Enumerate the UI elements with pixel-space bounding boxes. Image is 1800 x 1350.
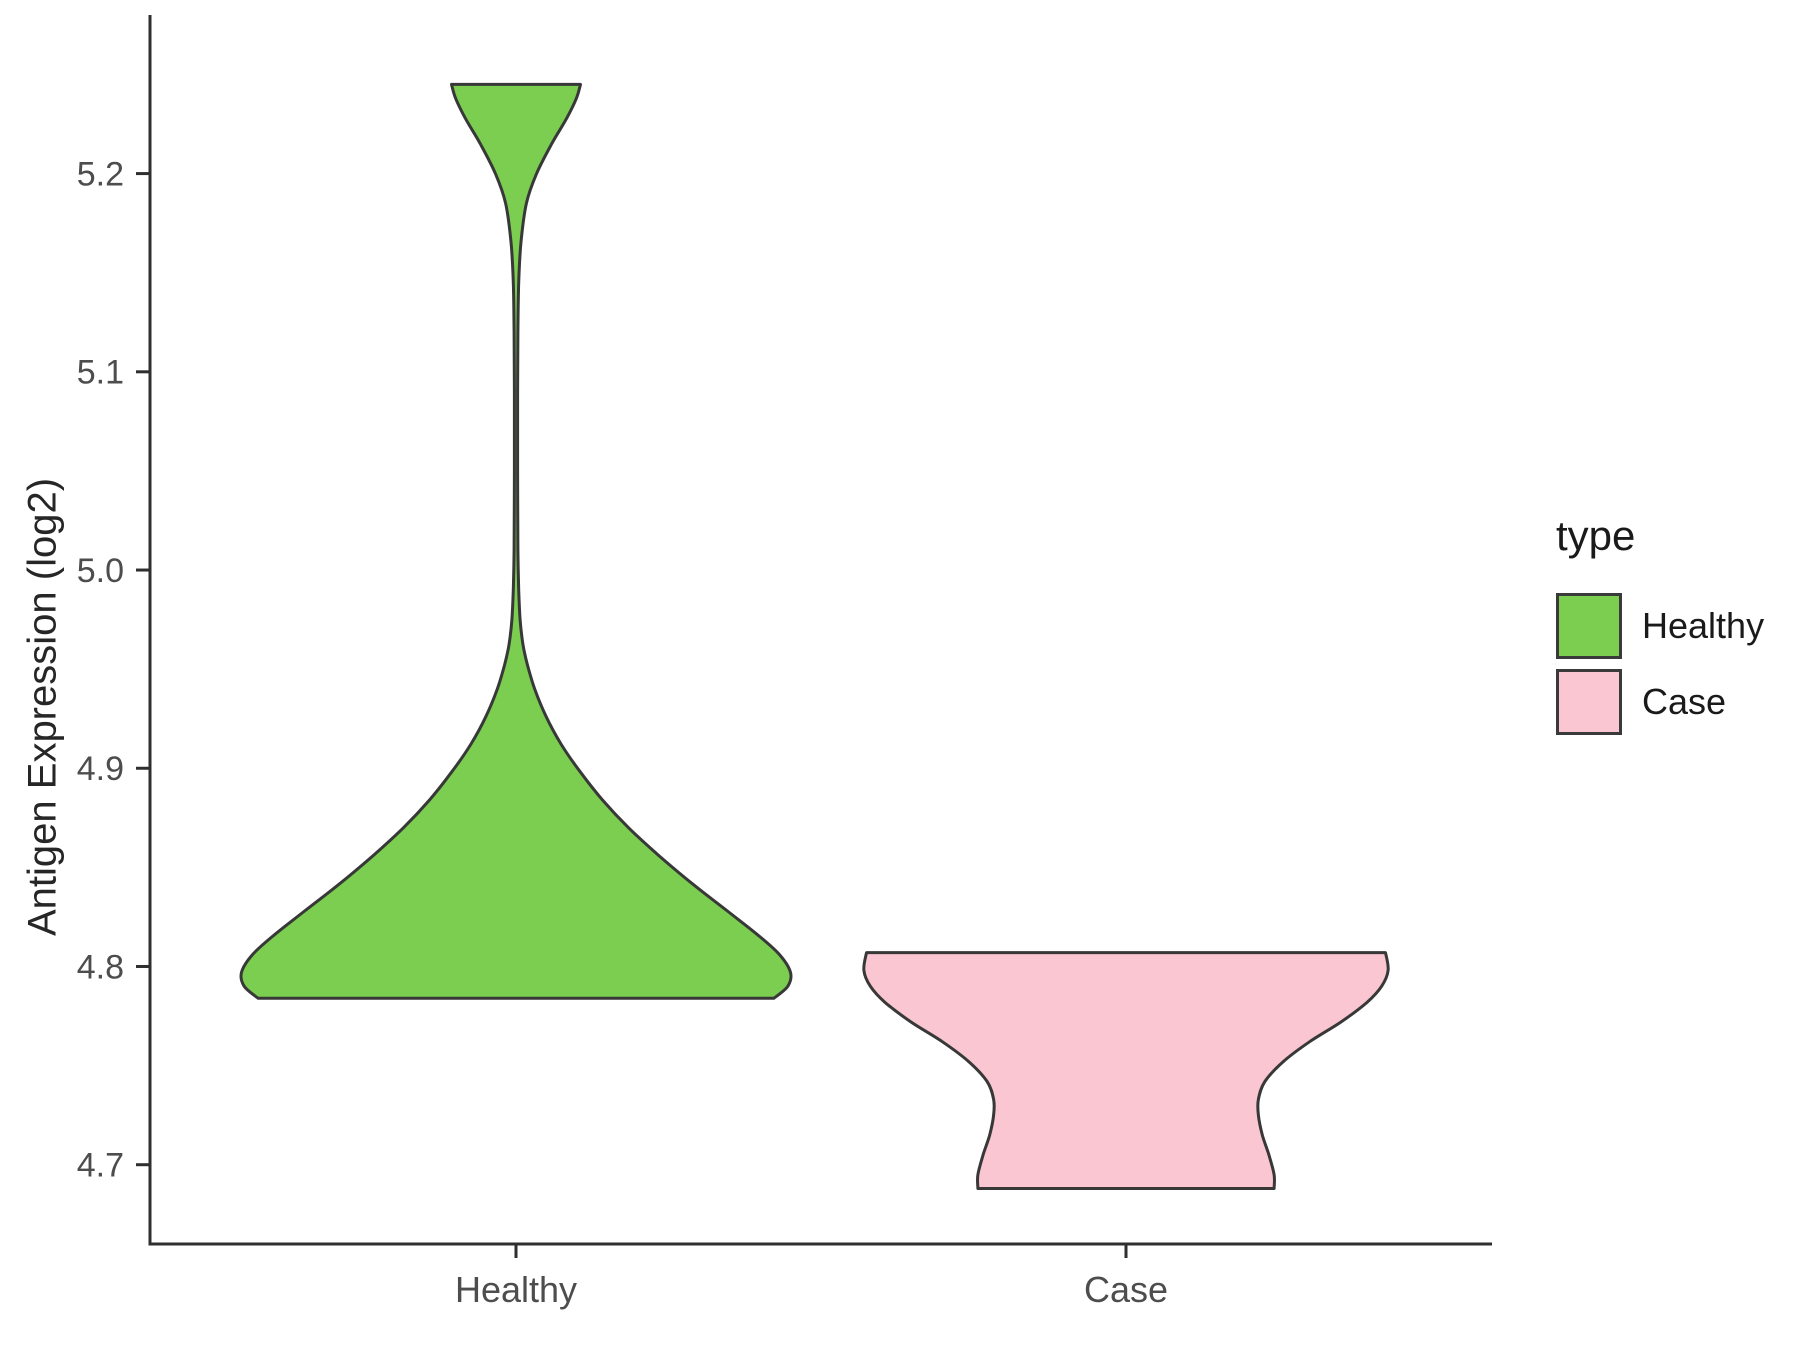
legend-title: type	[1556, 512, 1636, 559]
legend: type Healthy Case	[1556, 512, 1764, 740]
legend-item-case: Case	[1556, 664, 1764, 740]
y-tick-label: 4.9	[77, 750, 124, 788]
y-tick-label: 5.1	[77, 354, 124, 392]
y-tick-label: 5.2	[77, 155, 124, 193]
legend-label-healthy: Healthy	[1642, 605, 1765, 646]
x-category-label: Case	[1084, 1269, 1168, 1310]
legend-key-healthy-swatch	[1556, 593, 1622, 659]
x-category-label: Healthy	[455, 1269, 577, 1310]
legend-key-case-swatch	[1556, 669, 1622, 735]
y-tick-label: 4.7	[77, 1147, 124, 1185]
y-tick-label: 5.0	[77, 552, 124, 590]
violin-healthy	[239, 82, 793, 1000]
y-tick-label: 4.8	[77, 948, 124, 986]
legend-item-healthy: Healthy	[1556, 588, 1764, 664]
legend-label-case: Case	[1642, 681, 1727, 722]
y-axis-title: Antigen Expression (log2)	[20, 477, 65, 937]
violin-case	[862, 951, 1390, 1190]
